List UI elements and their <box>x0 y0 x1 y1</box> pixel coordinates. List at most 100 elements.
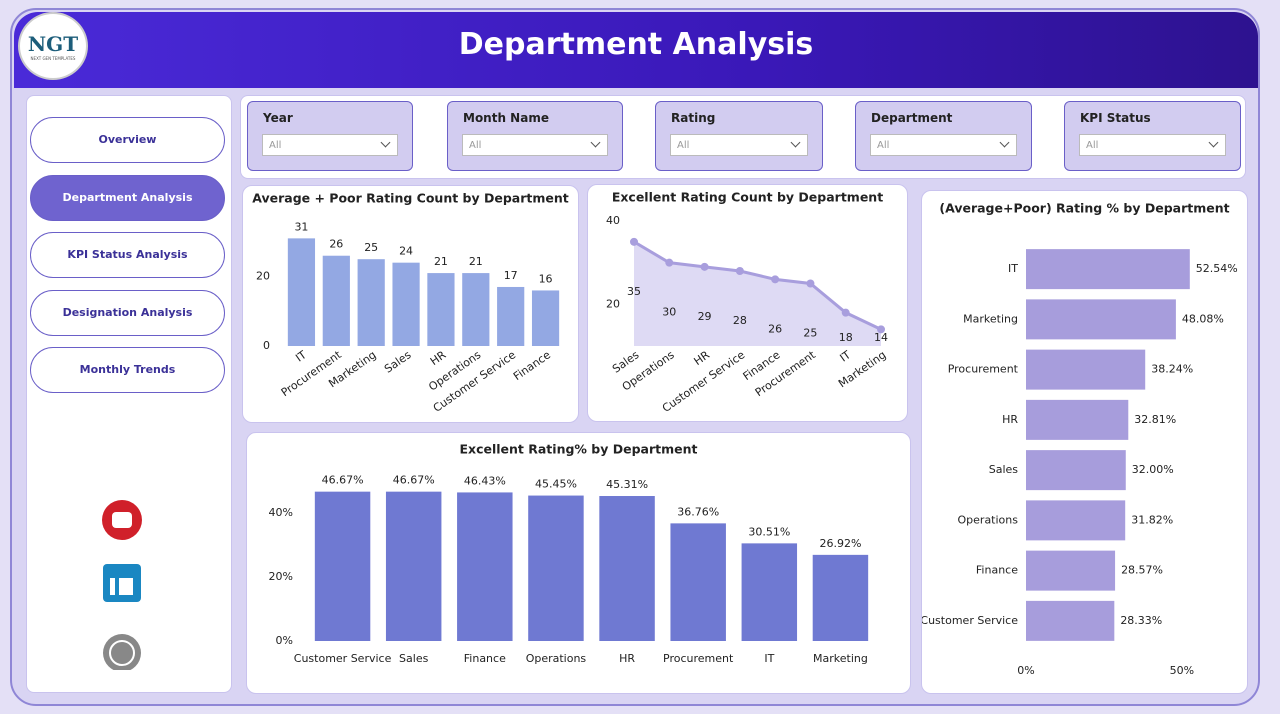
bar <box>1026 500 1126 541</box>
bar <box>385 491 442 641</box>
bar <box>314 491 371 641</box>
chart-panel: Excellent Rating Count by Department 20 40… <box>587 184 908 422</box>
filter[interactable]: Year All <box>247 101 413 171</box>
value-label: 28.33% <box>1120 614 1162 627</box>
filter[interactable]: Department All <box>855 101 1032 171</box>
value-label: 36.76% <box>677 505 719 518</box>
chart-title: Excellent Rating Count by Department <box>612 190 883 205</box>
filter-dropdown[interactable]: All <box>870 134 1017 156</box>
value-label: 45.45% <box>535 478 577 491</box>
value-label: 45.31% <box>606 478 648 491</box>
bar <box>1026 600 1115 641</box>
filter-label: Department <box>871 111 953 125</box>
value-label: 25 <box>364 241 378 254</box>
logo-subtitle: NEXT GEN TEMPLATES <box>30 56 76 61</box>
y-tick-label: Finance <box>976 564 1018 577</box>
value-label: 46.43% <box>464 474 506 487</box>
bar <box>322 255 350 346</box>
point <box>877 325 885 334</box>
nav-button[interactable]: Monthly Trends <box>30 347 225 393</box>
x-tick-label: IT <box>293 348 309 365</box>
point <box>630 237 638 246</box>
value-label: 35 <box>627 285 641 298</box>
value-label: 30.51% <box>748 525 790 538</box>
x-tick-label: Procurement <box>753 348 819 399</box>
x-tick-label: IT <box>764 652 774 665</box>
x-tick-label: Sales <box>382 348 414 376</box>
bar <box>528 495 584 641</box>
value-label: 52.54% <box>1196 262 1238 275</box>
x-tick-label: Procurement <box>663 652 734 665</box>
filter-label: Month Name <box>463 111 549 125</box>
filter-label: Year <box>263 111 293 125</box>
value-label: 32.00% <box>1132 463 1174 476</box>
value-label: 38.24% <box>1151 363 1193 376</box>
nav-button[interactable]: KPI Status Analysis <box>30 232 225 278</box>
bar <box>670 523 726 641</box>
x-tick-label: 50% <box>1170 664 1194 677</box>
bar <box>741 543 798 641</box>
nav-button[interactable]: Designation Analysis <box>30 290 225 336</box>
y-tick-label: 0% <box>276 634 293 647</box>
value-label: 29 <box>698 310 712 323</box>
nav-button[interactable]: Department Analysis <box>30 175 225 221</box>
bar <box>427 273 455 346</box>
filter[interactable]: Rating All <box>655 101 823 171</box>
value-label: 26 <box>329 238 343 251</box>
bar <box>1026 399 1129 440</box>
x-tick-label: 0% <box>1017 664 1034 677</box>
filter-dropdown[interactable]: All <box>1079 134 1226 156</box>
y-tick-label: Operations <box>958 513 1019 526</box>
filter-dropdown[interactable]: All <box>670 134 808 156</box>
page-title: Department Analysis <box>458 27 814 62</box>
y-tick-label: Sales <box>989 463 1019 476</box>
filter-label: Rating <box>671 111 716 125</box>
value-label: 32.81% <box>1134 413 1176 426</box>
chart-title: Average + Poor Rating Count by Departmen… <box>252 191 569 206</box>
bar <box>392 262 420 346</box>
point <box>700 262 709 271</box>
bar <box>1026 450 1126 491</box>
filter-dropdown[interactable]: All <box>262 134 398 156</box>
x-tick-label: Marketing <box>813 652 868 665</box>
nav: Overview Department Analysis KPI Status An… <box>26 95 232 693</box>
y-tick-label: 40% <box>269 506 293 519</box>
value-label: 18 <box>839 331 853 344</box>
linkedin-glyph <box>119 578 133 595</box>
value-label: 46.67% <box>393 474 435 487</box>
x-tick-label: Customer Service <box>294 652 392 665</box>
y-tick-label: 20 <box>606 297 620 310</box>
bar <box>812 554 869 641</box>
logo: NGT NEXT GEN TEMPLATES <box>18 12 88 80</box>
youtube-glyph <box>112 512 132 528</box>
value-label: 28 <box>733 314 747 327</box>
filter[interactable]: KPI Status All <box>1064 101 1241 171</box>
value-label: 21 <box>434 255 448 268</box>
value-label: 14 <box>874 331 888 344</box>
value-label: 26 <box>768 322 782 335</box>
chart-panel: Average + Poor Rating Count by Departmen… <box>242 185 579 423</box>
chart-title: Excellent Rating% by Department <box>459 442 697 457</box>
linkedin-glyph <box>110 578 115 595</box>
bar <box>531 290 560 346</box>
bar <box>357 259 385 346</box>
filter[interactable]: Month Name All <box>447 101 623 171</box>
value-label: 17 <box>504 269 518 282</box>
filter-label: KPI Status <box>1080 111 1151 125</box>
bar <box>287 238 316 346</box>
line <box>633 240 882 331</box>
bar <box>1026 249 1190 290</box>
bar <box>1026 349 1146 390</box>
bar <box>462 273 490 346</box>
value-label: 16 <box>539 272 553 285</box>
bar <box>1026 550 1116 591</box>
bar <box>1026 299 1176 340</box>
filter-dropdown[interactable]: All <box>462 134 608 156</box>
bar <box>599 496 655 641</box>
value-label: 46.67% <box>322 474 364 487</box>
y-tick-label: 0 <box>263 339 270 352</box>
y-tick-label: Marketing <box>963 312 1018 325</box>
nav-button[interactable]: Overview <box>30 117 225 163</box>
value-label: 24 <box>399 245 413 258</box>
